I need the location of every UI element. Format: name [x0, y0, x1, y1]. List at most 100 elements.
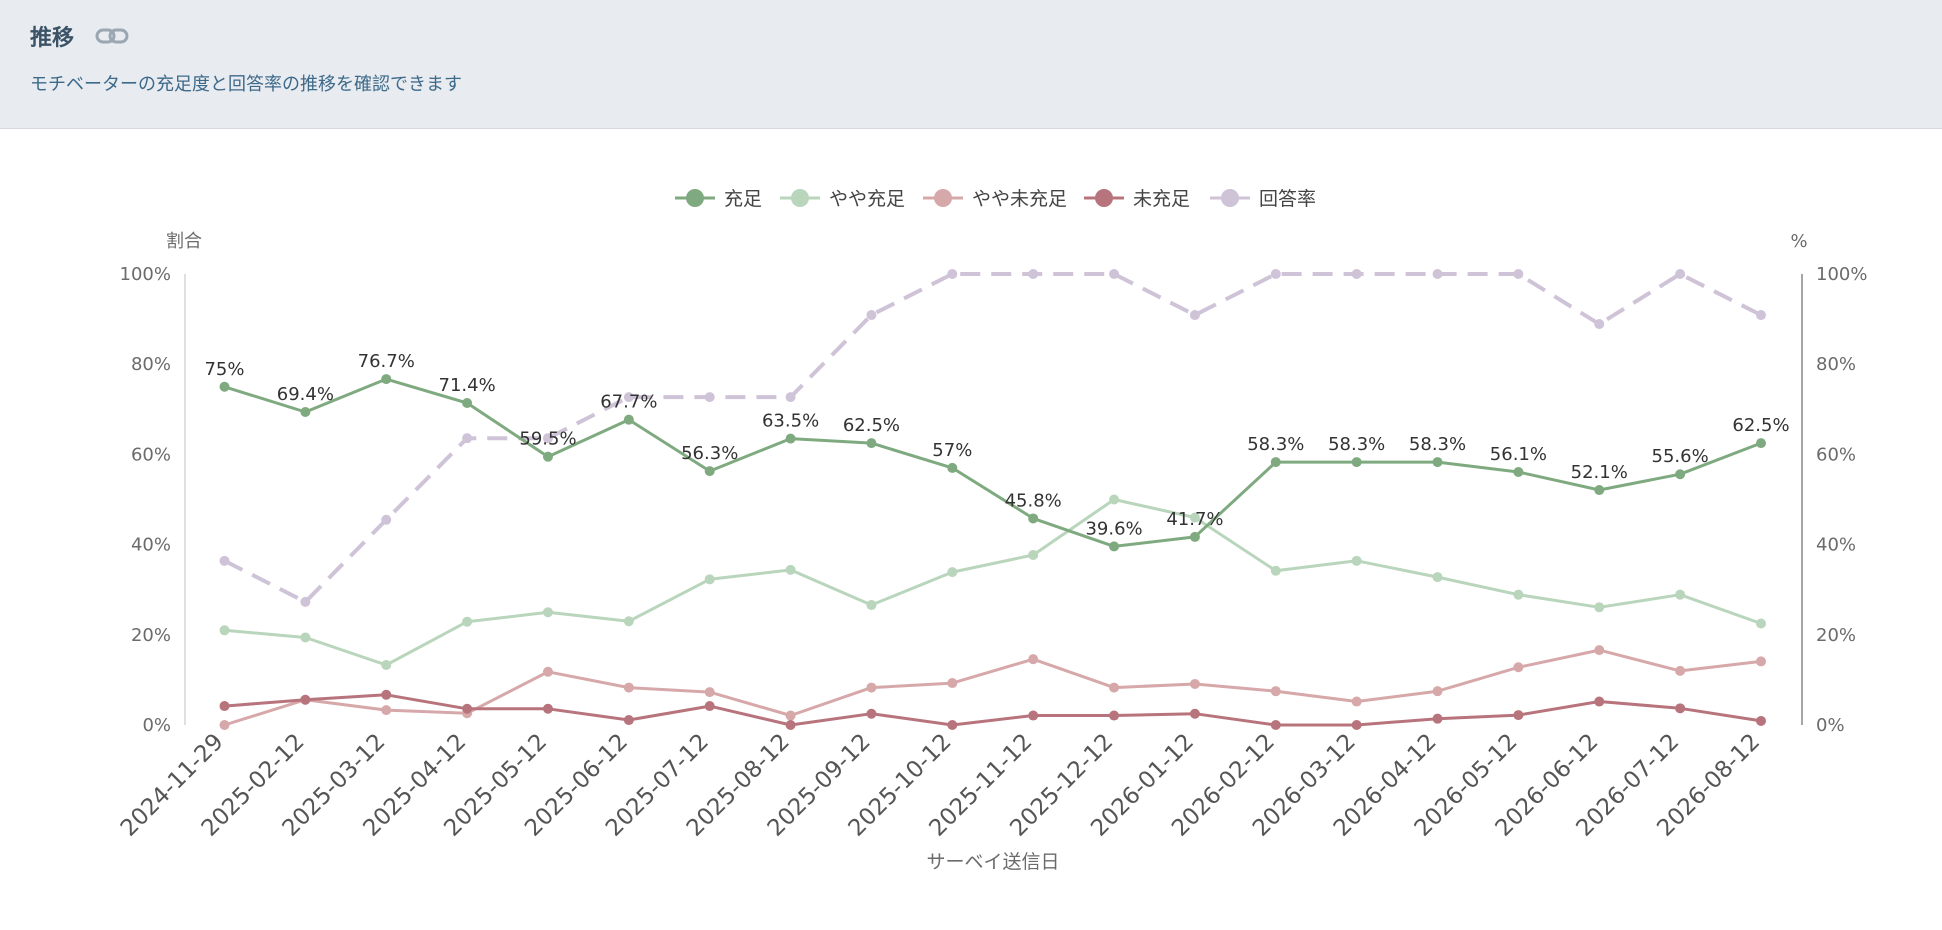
- legend-marker[interactable]: [686, 189, 704, 207]
- data-point[interactable]: [1270, 269, 1281, 279]
- data-point[interactable]: [704, 392, 715, 403]
- data-point[interactable]: [1513, 466, 1524, 477]
- data-point[interactable]: [219, 625, 230, 636]
- data-point[interactable]: [1594, 319, 1605, 330]
- data-point[interactable]: [219, 381, 230, 392]
- data-point[interactable]: [947, 720, 958, 730]
- data-point[interactable]: [462, 397, 473, 408]
- legend-marker[interactable]: [1221, 189, 1239, 207]
- data-point[interactable]: [1351, 555, 1362, 566]
- legend-label[interactable]: やや未充足: [972, 188, 1067, 210]
- legend-marker[interactable]: [1095, 189, 1113, 207]
- data-point[interactable]: [1756, 656, 1766, 667]
- data-point[interactable]: [866, 600, 877, 611]
- data-point[interactable]: [1028, 654, 1039, 665]
- data-point[interactable]: [381, 660, 392, 671]
- data-point[interactable]: [1028, 269, 1039, 279]
- data-point[interactable]: [1432, 269, 1443, 279]
- data-point[interactable]: [866, 438, 877, 449]
- data-point[interactable]: [462, 433, 473, 444]
- data-point[interactable]: [462, 703, 473, 714]
- data-point[interactable]: [866, 310, 877, 321]
- data-point[interactable]: [1432, 457, 1443, 468]
- data-point[interactable]: [1109, 710, 1120, 721]
- data-point[interactable]: [1189, 512, 1200, 523]
- data-point[interactable]: [1270, 457, 1281, 468]
- data-point[interactable]: [1351, 269, 1362, 279]
- data-point[interactable]: [219, 555, 230, 566]
- data-point[interactable]: [1189, 708, 1200, 719]
- data-point[interactable]: [300, 694, 311, 705]
- data-point[interactable]: [1756, 715, 1766, 726]
- data-point[interactable]: [381, 705, 392, 716]
- data-point[interactable]: [866, 708, 877, 719]
- data-point[interactable]: [947, 462, 958, 473]
- data-point[interactable]: [623, 414, 634, 425]
- data-point[interactable]: [623, 616, 634, 627]
- data-point[interactable]: [1189, 531, 1200, 542]
- data-point[interactable]: [1513, 269, 1524, 279]
- data-point[interactable]: [542, 451, 553, 462]
- data-point[interactable]: [1028, 710, 1039, 721]
- data-point[interactable]: [785, 720, 796, 730]
- data-point[interactable]: [704, 687, 715, 698]
- data-point[interactable]: [381, 514, 392, 525]
- data-point[interactable]: [1028, 513, 1039, 524]
- data-point[interactable]: [542, 607, 553, 618]
- data-point[interactable]: [1594, 485, 1605, 496]
- data-point[interactable]: [542, 666, 553, 677]
- data-point[interactable]: [1675, 703, 1686, 714]
- data-point[interactable]: [1756, 438, 1766, 449]
- data-point[interactable]: [1432, 686, 1443, 697]
- legend-marker[interactable]: [791, 189, 809, 207]
- data-point[interactable]: [1109, 494, 1120, 505]
- data-point[interactable]: [623, 682, 634, 693]
- data-point[interactable]: [1028, 549, 1039, 560]
- data-point[interactable]: [1189, 678, 1200, 689]
- data-point[interactable]: [1594, 696, 1605, 707]
- data-point[interactable]: [866, 682, 877, 693]
- data-point[interactable]: [1675, 665, 1686, 676]
- data-point[interactable]: [381, 689, 392, 700]
- link-icon[interactable]: [94, 24, 130, 48]
- data-point[interactable]: [1270, 565, 1281, 576]
- data-point[interactable]: [623, 715, 634, 726]
- data-point[interactable]: [1432, 572, 1443, 583]
- data-point[interactable]: [623, 392, 634, 403]
- data-point[interactable]: [1594, 602, 1605, 613]
- data-point[interactable]: [1675, 589, 1686, 600]
- data-point[interactable]: [462, 616, 473, 627]
- data-point[interactable]: [300, 407, 311, 418]
- data-point[interactable]: [1756, 310, 1766, 321]
- data-point[interactable]: [1351, 696, 1362, 707]
- data-point[interactable]: [1109, 269, 1120, 279]
- data-point[interactable]: [704, 466, 715, 477]
- data-point[interactable]: [1513, 589, 1524, 600]
- data-point[interactable]: [1675, 469, 1686, 480]
- data-point[interactable]: [1513, 662, 1524, 673]
- data-point[interactable]: [1270, 686, 1281, 697]
- legend-label[interactable]: 回答率: [1259, 188, 1316, 210]
- data-point[interactable]: [542, 433, 553, 444]
- data-point[interactable]: [381, 374, 392, 385]
- data-point[interactable]: [219, 701, 230, 712]
- data-point[interactable]: [1109, 541, 1120, 552]
- data-point[interactable]: [1594, 645, 1605, 656]
- data-point[interactable]: [785, 433, 796, 444]
- legend-label[interactable]: 未充足: [1133, 188, 1190, 210]
- data-point[interactable]: [947, 269, 958, 279]
- data-point[interactable]: [947, 567, 958, 578]
- data-point[interactable]: [300, 632, 311, 643]
- legend-label[interactable]: 充足: [724, 188, 762, 210]
- data-point[interactable]: [219, 720, 230, 730]
- data-point[interactable]: [1189, 310, 1200, 321]
- data-point[interactable]: [704, 701, 715, 712]
- data-point[interactable]: [1513, 710, 1524, 721]
- legend-label[interactable]: やや充足: [829, 188, 905, 210]
- data-point[interactable]: [1756, 618, 1766, 629]
- data-point[interactable]: [704, 574, 715, 585]
- data-point[interactable]: [1432, 713, 1443, 724]
- data-point[interactable]: [1675, 269, 1686, 279]
- data-point[interactable]: [1270, 720, 1281, 730]
- data-point[interactable]: [785, 392, 796, 403]
